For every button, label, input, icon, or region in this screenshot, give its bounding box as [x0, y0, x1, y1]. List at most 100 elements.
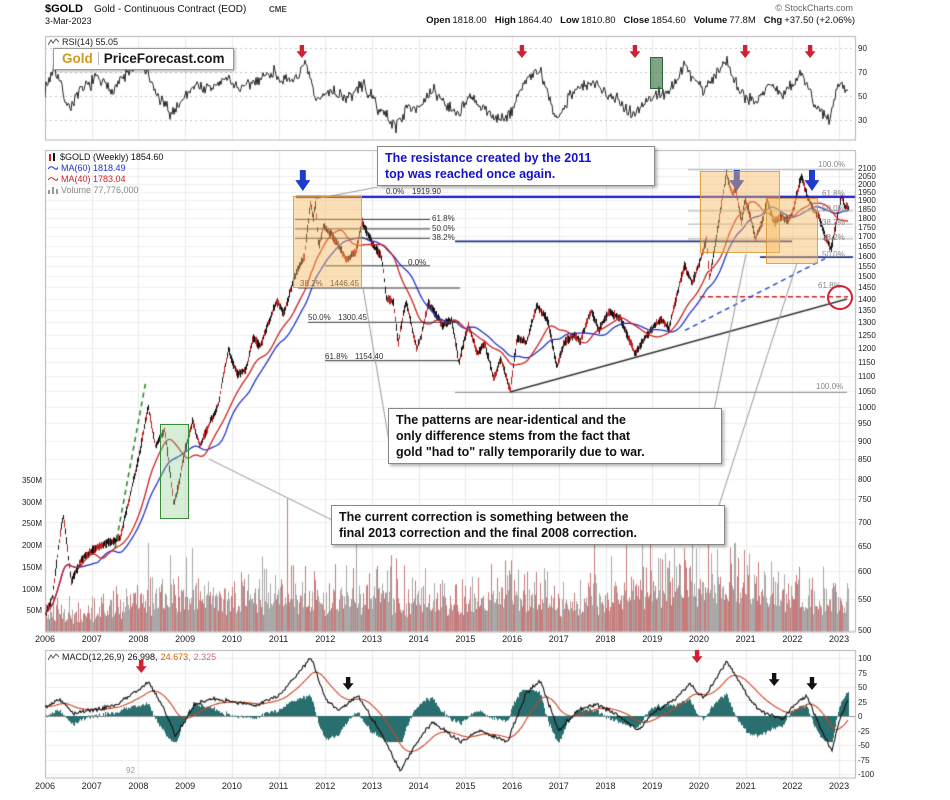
fib-label: 61.8%: [432, 214, 455, 223]
price-axis-label: 550: [858, 595, 872, 605]
fib-label: 0.0%: [408, 258, 427, 267]
macd-red-arrow-icon: [135, 660, 147, 673]
year-axis-label: 2018: [595, 781, 616, 791]
fib-label: 38.2%: [432, 233, 455, 242]
quote-label: High: [494, 15, 516, 26]
logo-rest: PriceForecast.com: [103, 51, 225, 66]
priceforecast-logo: Gold PriceForecast.com: [53, 48, 234, 70]
price-axis-label: 1450: [858, 283, 876, 293]
macd-axis-label: 75: [858, 668, 867, 678]
volume-bars-icon: [48, 187, 58, 194]
chart-date: 3-Mar-2023: [45, 16, 92, 26]
year-axis-label: 2011: [268, 781, 289, 791]
price-axis-label: 1550: [858, 261, 876, 271]
macd-axis-label: -75: [858, 755, 870, 765]
price-axis-label: 1300: [858, 318, 876, 328]
year-axis-label: 2016: [502, 634, 523, 644]
volume-axis-label: 200M: [21, 541, 42, 551]
year-axis-label: 2014: [408, 781, 429, 791]
year-axis-label: 2010: [221, 781, 242, 791]
rsi-legend-label: RSI(14) 55.05: [62, 37, 119, 47]
price-axis-label: 1000: [858, 402, 876, 412]
fib-label: 100.0%: [816, 382, 844, 391]
price-legend-ma60: MA(60) 1818.49: [48, 163, 126, 173]
highlight-region: [293, 196, 362, 288]
rsi-sell-arrow-icon: [516, 45, 528, 58]
price-axis-label: 850: [858, 455, 872, 465]
year-axis-label: 2009: [175, 634, 196, 644]
macd-axis-label: 100: [858, 654, 872, 663]
fib-label: 38.2%: [822, 233, 845, 242]
year-axis-label: 2008: [128, 634, 149, 644]
symbol: $GOLD: [45, 3, 83, 15]
macd-value-signal: 24.673,: [160, 652, 191, 662]
macd-axis-label: 25: [858, 697, 867, 707]
volume-axis-label: 150M: [21, 562, 42, 572]
year-axis-label: 2006: [34, 781, 56, 791]
quote-value: 1818.00: [452, 15, 487, 26]
fib-label: 50.0%: [308, 313, 331, 322]
macd-black-arrow-icon: [806, 677, 818, 690]
year-axis-label: 2008: [128, 781, 149, 791]
annotation-line: top was reached once again.: [385, 167, 556, 181]
year-axis-label: 2010: [221, 634, 242, 644]
macd-axis-label: -25: [858, 726, 870, 736]
price-axis-label: 2100: [858, 164, 876, 173]
year-axis-label: 2023: [829, 781, 850, 791]
rsi-axis-label: 30: [858, 116, 867, 125]
price-axis-label: 1750: [858, 222, 876, 232]
quote-item: Open 1818.00: [426, 15, 487, 26]
annotation-line: final 2013 correction and the final 2008…: [339, 526, 638, 540]
price-legend-volume-label: Volume 77,776,000: [61, 185, 139, 195]
rsi-sell-arrow-icon: [804, 45, 816, 58]
box-resistance: The resistance created by the 2011 top wa…: [377, 146, 655, 186]
price-axis-label: 750: [858, 495, 872, 505]
fib-label: 50.0%: [432, 224, 455, 233]
highlight-region: [650, 57, 663, 89]
price-axis-label: 800: [858, 474, 872, 484]
year-axis-label: 2015: [455, 634, 476, 644]
fib-label: 50.0%: [822, 204, 845, 213]
rsi-sell-arrow-icon: [296, 45, 308, 58]
quote-bar: Open 1818.00 High 1864.40 Low 1810.80 Close 185…: [426, 15, 855, 26]
year-axis-label: 2012: [315, 781, 336, 791]
price-legend-volume: Volume 77,776,000: [48, 185, 139, 195]
annotation-line: The patterns are near-identical and the: [396, 413, 626, 427]
price-axis-label: 1400: [858, 294, 876, 304]
year-axis-label: 2021: [735, 781, 756, 791]
quote-value: 77.8M: [729, 15, 756, 26]
quote-value: +37.50 (+2.06%): [784, 15, 855, 26]
exchange: CME: [269, 5, 287, 14]
year-axis-label: 2022: [782, 781, 803, 791]
highlight-region: [160, 424, 189, 519]
year-axis-label: 2014: [408, 634, 429, 644]
price-axis-label: 500: [858, 626, 872, 635]
price-axis-label: 2050: [858, 171, 876, 181]
rsi-axis-label: 90: [858, 44, 867, 53]
year-axis-label: 2013: [361, 634, 382, 644]
year-axis-label: 2020: [688, 781, 709, 791]
year-axis-label: 2022: [782, 634, 803, 644]
candlestick-icon: [49, 152, 55, 161]
fib-label: 1300.45: [338, 313, 367, 322]
quote-value: 1864.40: [517, 15, 553, 26]
year-axis-label: 2011: [268, 634, 289, 644]
quote-label: Open: [426, 15, 451, 26]
macd-value-hist: 2.325: [193, 652, 217, 662]
price-legend-symbol-label: $GOLD (Weekly) 1854.60: [60, 152, 164, 162]
chart-title: Gold - Continuous Contract (EOD): [94, 4, 247, 15]
year-axis-label: 2015: [455, 781, 476, 791]
volume-axis-label: 300M: [21, 497, 42, 507]
ma40-line-icon: [48, 177, 58, 181]
price-axis-label: 1700: [858, 232, 876, 242]
price-legend-symbol: $GOLD (Weekly) 1854.60: [48, 152, 163, 162]
macd-red-arrow-icon: [691, 650, 703, 663]
rsi-legend: RSI(14) 55.05: [48, 37, 118, 47]
macd-legend: MACD(12,26,9) 26.998, 24.673, 2.325: [48, 652, 216, 662]
year-axis-label: 2016: [502, 781, 523, 791]
price-axis-label: 1500: [858, 272, 876, 282]
fib-label: 38.2%: [300, 279, 323, 288]
annotation-line: The current correction is something betw…: [339, 510, 629, 524]
price-axis-label: 1600: [858, 251, 876, 261]
fib-label: 1446.45: [330, 279, 359, 288]
